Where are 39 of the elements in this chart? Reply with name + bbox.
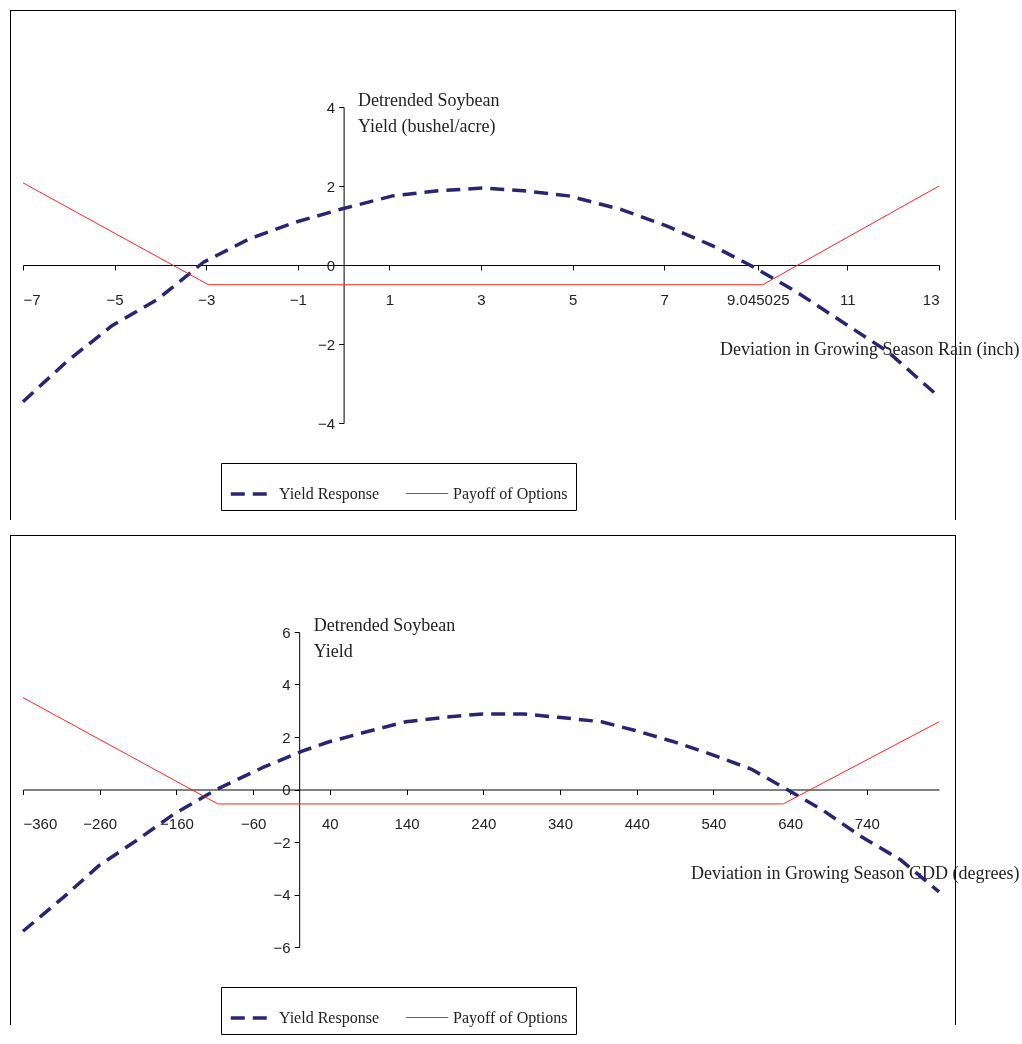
x-tick-label: 640 xyxy=(778,815,804,832)
y-tick-label: 4 xyxy=(282,676,291,693)
y-tick-label: −2 xyxy=(273,833,291,851)
x-tick-label: −360 xyxy=(23,815,58,832)
x-tick-label: 140 xyxy=(394,815,420,832)
y-tick-label: −4 xyxy=(273,886,291,903)
y-axis-title: Detrended Soybean Yield xyxy=(313,614,456,661)
x-tick-label: 240 xyxy=(471,815,497,832)
x-tick-label: −5 xyxy=(106,290,124,308)
x-tick-label: 9.045025 xyxy=(727,290,790,308)
legend-label: Yield Response xyxy=(279,485,379,503)
x-tick-label: 340 xyxy=(548,815,574,832)
x-tick-label: −60 xyxy=(240,815,267,832)
x-tick-label: −3 xyxy=(198,290,216,308)
x-tick-label: 740 xyxy=(854,815,880,832)
x-tick-label: 440 xyxy=(624,815,650,832)
y-tick-label: 2 xyxy=(282,728,291,746)
y-tick-label: −4 xyxy=(317,414,336,432)
x-tick-label: 13 xyxy=(922,290,940,308)
x-tick-label: 7 xyxy=(660,290,669,308)
y-tick-label: 6 xyxy=(282,623,291,641)
x-tick-label: −160 xyxy=(160,815,194,832)
x-tick-label: 540 xyxy=(701,815,727,832)
x-tick-label: 40 xyxy=(322,815,339,832)
y-axis-title: Detrended Soybean Yield (bushel/acre) xyxy=(358,89,500,137)
y-tick-label: −2 xyxy=(317,335,336,353)
y-tick-label: −6 xyxy=(273,938,291,956)
y-tick-label: 4 xyxy=(326,98,336,116)
x-tick-label: −1 xyxy=(289,290,307,308)
x-tick-label: 11 xyxy=(840,290,856,308)
legend-label: Payoff of Options xyxy=(453,1008,568,1027)
x-tick-label: 3 xyxy=(477,290,486,308)
x-tick-label: −7 xyxy=(23,290,41,308)
x-tick-label: −260 xyxy=(83,815,118,832)
y-tick-label: 2 xyxy=(326,177,336,195)
legend-label: Yield Response xyxy=(279,1009,379,1027)
legend-label: Payoff of Options xyxy=(453,484,568,503)
x-tick-label: 5 xyxy=(568,290,578,308)
x-tick-label: 1 xyxy=(385,290,395,308)
